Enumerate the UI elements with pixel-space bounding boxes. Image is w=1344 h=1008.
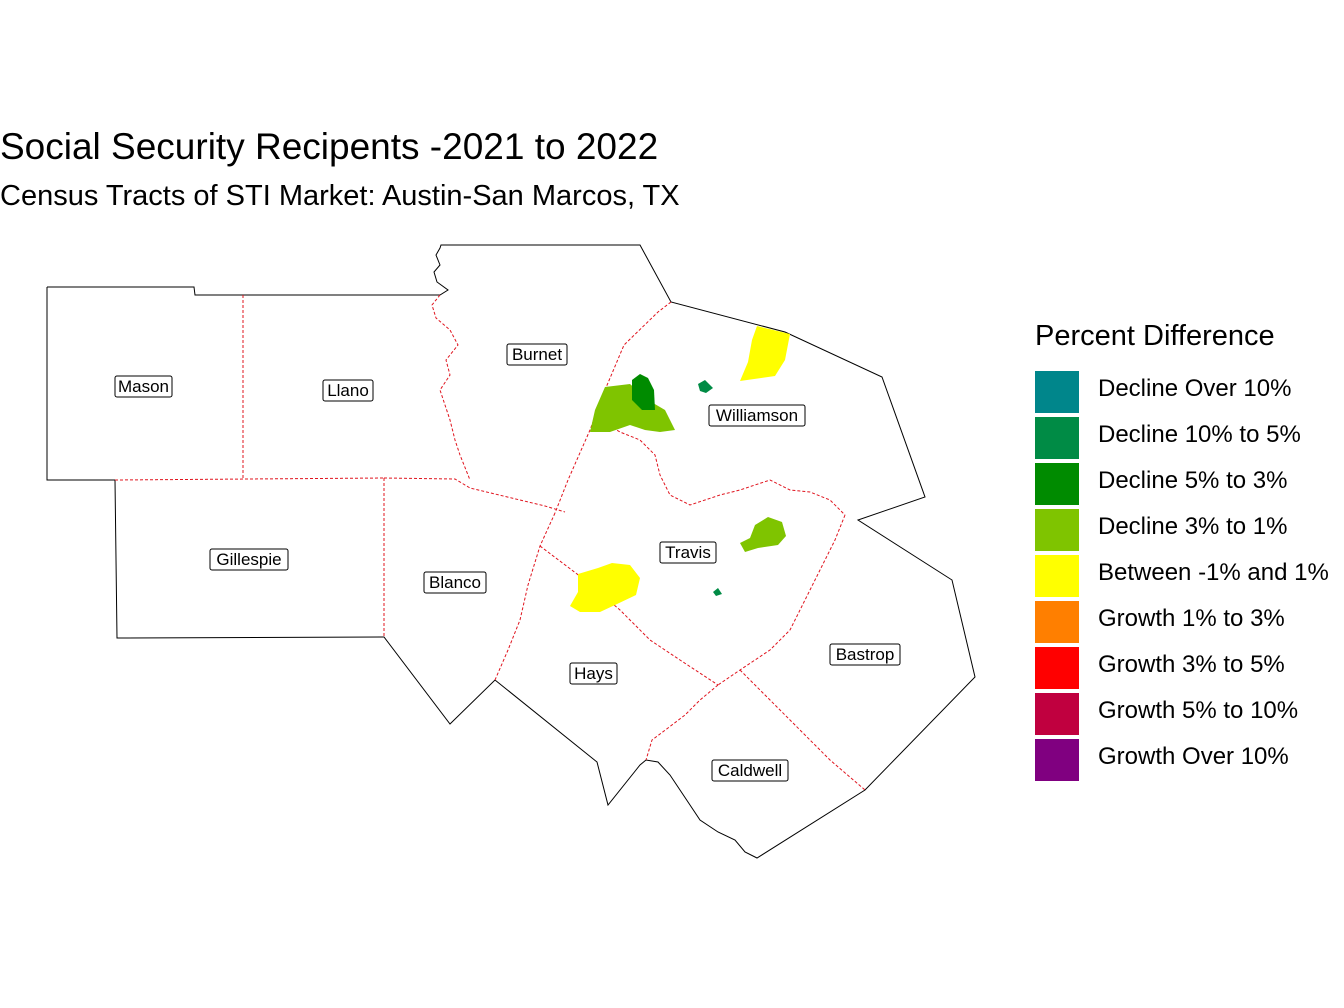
county-label-williamson: Williamson <box>708 404 806 427</box>
inner-boundaries <box>114 294 866 791</box>
svg-text:Hays: Hays <box>574 664 613 683</box>
legend-label: Decline Over 10% <box>1098 375 1292 402</box>
svg-text:Travis: Travis <box>665 543 711 562</box>
tract-hays-north <box>570 563 640 612</box>
legend-label: Decline 3% to 1% <box>1098 513 1288 540</box>
legend-swatch <box>1035 463 1079 505</box>
legend-label: Growth 1% to 3% <box>1098 605 1285 632</box>
county-label-llano: Llano <box>322 379 374 402</box>
map-title: Social Security Recipents -2021 to 2022 <box>0 126 659 167</box>
legend-item: Decline 5% to 3% <box>1035 459 1287 505</box>
svg-text:Gillespie: Gillespie <box>216 550 281 569</box>
tract-williamson-dark <box>632 374 655 410</box>
county-label-mason: Mason <box>114 375 173 398</box>
legend-swatch <box>1035 371 1079 413</box>
legend-swatch <box>1035 555 1079 597</box>
tract-williamson-west <box>590 384 675 432</box>
legend-label: Decline 10% to 5% <box>1098 421 1301 448</box>
svg-text:Bastrop: Bastrop <box>836 645 895 664</box>
legend-title: Percent Difference <box>1035 320 1275 352</box>
legend-swatch <box>1035 417 1079 459</box>
tract-williamson-north <box>740 326 790 381</box>
legend-item: Growth 5% to 10% <box>1035 689 1298 735</box>
svg-text:Williamson: Williamson <box>716 406 798 425</box>
county-label-gillespie: Gillespie <box>209 548 289 571</box>
svg-text:Mason: Mason <box>118 377 169 396</box>
legend-label: Between -1% and 1% <box>1098 559 1329 586</box>
county-label-caldwell: Caldwell <box>711 759 789 782</box>
legend-label: Decline 5% to 3% <box>1098 467 1288 494</box>
legend-swatch <box>1035 739 1079 781</box>
legend-label: Growth 3% to 5% <box>1098 651 1285 678</box>
tract-travis-small <box>713 588 722 596</box>
map-subtitle: Census Tracts of STI Market: Austin-San … <box>0 180 680 212</box>
legend-item: Between -1% and 1% <box>1035 551 1329 597</box>
legend-item: Decline Over 10% <box>1035 367 1291 413</box>
svg-text:Burnet: Burnet <box>512 345 562 364</box>
tract-fills <box>570 326 790 612</box>
svg-text:Caldwell: Caldwell <box>718 761 782 780</box>
svg-text:Blanco: Blanco <box>429 573 481 592</box>
legend-item: Growth Over 10% <box>1035 735 1289 781</box>
county-label-travis: Travis <box>659 541 717 564</box>
county-label-burnet: Burnet <box>506 343 568 366</box>
legend-item: Growth 1% to 3% <box>1035 597 1285 643</box>
tract-travis-east <box>740 517 786 552</box>
legend: Percent Difference Decline Over 10% Decli… <box>1035 320 1329 781</box>
legend-items: Decline Over 10% Decline 10% to 5% Decline… <box>1035 367 1329 781</box>
county-label-bastrop: Bastrop <box>829 643 901 666</box>
legend-label: Growth 5% to 10% <box>1098 697 1299 724</box>
legend-item: Growth 3% to 5% <box>1035 643 1285 689</box>
svg-text:Llano: Llano <box>327 381 369 400</box>
county-label-hays: Hays <box>569 662 618 685</box>
legend-swatch <box>1035 693 1079 735</box>
tract-williamson-small <box>698 380 713 393</box>
legend-item: Decline 3% to 1% <box>1035 505 1287 551</box>
outer-boundary <box>46 244 976 859</box>
county-label-blanco: Blanco <box>423 571 487 594</box>
legend-label: Growth Over 10% <box>1098 743 1289 770</box>
legend-swatch <box>1035 509 1079 551</box>
legend-swatch <box>1035 601 1079 643</box>
legend-swatch <box>1035 647 1079 689</box>
county-map: Mason Llano Burnet Williamson Gillespie … <box>46 244 976 859</box>
legend-item: Decline 10% to 5% <box>1035 413 1301 459</box>
